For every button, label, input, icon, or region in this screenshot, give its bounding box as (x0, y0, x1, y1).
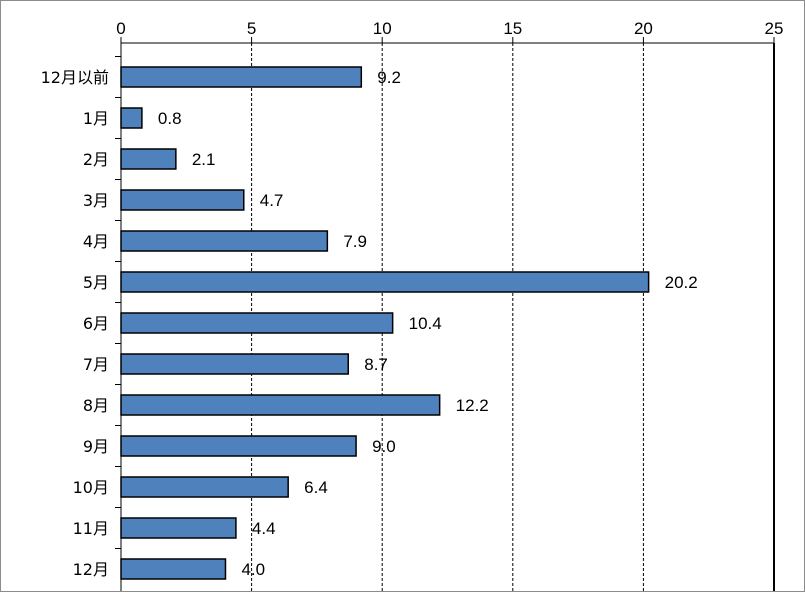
bar (120, 435, 357, 457)
category-label: 2月 (83, 150, 109, 169)
data-label: 0.8 (158, 109, 182, 128)
bar (120, 148, 177, 170)
x-tick-label: 5 (247, 19, 256, 38)
category-label: 1月 (83, 109, 109, 128)
data-label: 4.4 (252, 519, 276, 538)
category-label: 9月 (83, 437, 109, 456)
bar (120, 312, 394, 334)
axes (115, 37, 775, 591)
data-label: 10.4 (409, 314, 442, 333)
data-label: 20.2 (665, 273, 698, 292)
labels: 0 5 10 15 20 25 9.2 12月以前 0.8 1月 2.1 2月 4.7 3月 7.9 4月 20… (41, 19, 784, 579)
bar (120, 271, 650, 293)
data-label: 8.7 (364, 355, 388, 374)
bar (120, 353, 349, 375)
category-label: 3月 (83, 191, 109, 210)
bar (120, 517, 237, 539)
x-tick-label: 15 (503, 19, 522, 38)
data-label: 12.2 (456, 396, 489, 415)
data-label: 7.9 (343, 232, 367, 251)
category-label: 8月 (83, 396, 109, 415)
bar (120, 230, 329, 252)
x-tick-label: 0 (116, 19, 125, 38)
bar (120, 107, 143, 129)
x-tick-label: 10 (373, 19, 392, 38)
category-label: 12月 (73, 560, 109, 579)
bar (120, 394, 441, 416)
data-label: 9.0 (372, 437, 396, 456)
data-label: 4.7 (260, 191, 284, 210)
category-label: 4月 (83, 232, 109, 251)
category-label: 10月 (73, 478, 109, 497)
x-tick-label: 25 (765, 19, 784, 38)
category-label: 5月 (83, 273, 109, 292)
data-label: 9.2 (377, 68, 401, 87)
x-tick-label: 20 (634, 19, 653, 38)
gridlines (251, 43, 644, 591)
bar (120, 66, 363, 88)
bars (120, 66, 650, 580)
category-label: 11月 (73, 519, 109, 538)
bar (120, 476, 289, 498)
data-label: 4.0 (241, 560, 265, 579)
bar (120, 189, 245, 211)
category-label: 12月以前 (41, 68, 109, 87)
category-label: 6月 (83, 314, 109, 333)
data-label: 2.1 (192, 150, 216, 169)
bar (120, 558, 227, 580)
data-label: 6.4 (304, 478, 328, 497)
category-label: 7月 (83, 355, 109, 374)
